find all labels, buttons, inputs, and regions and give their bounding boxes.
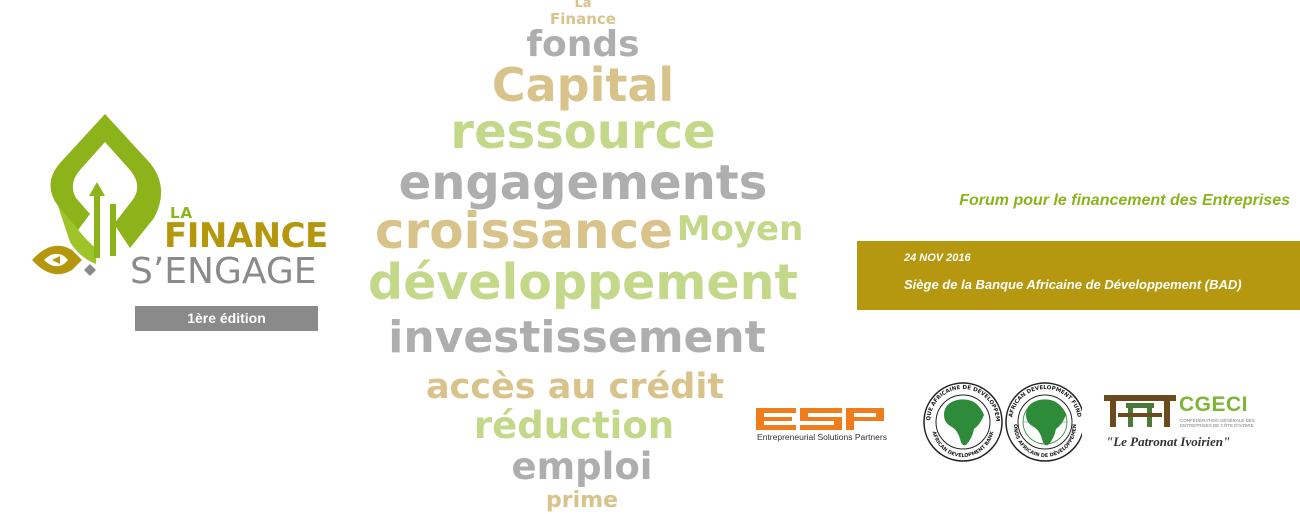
forum-title: Forum pour le financement des Entreprise…: [959, 192, 1290, 209]
la-finance-sengage-logo: LA FINANCE S’ENGAGE 1ère édition: [30, 108, 330, 338]
cgeci-slogan: "Le Patronat Ivoirien": [1106, 434, 1231, 449]
edition-badge: 1ère édition: [135, 306, 318, 331]
cloud-word-engagements: engagements: [398, 155, 768, 211]
esp-subtitle: Entrepreneurial Solutions Partners: [757, 432, 887, 442]
forum-venue: Siège de la Banque Africaine de Développ…: [904, 277, 1242, 292]
cloud-word-developpement: développement: [368, 254, 798, 311]
cgeci-emblem: [1104, 393, 1176, 429]
cloud-word-moyen: Moyen: [676, 209, 804, 249]
cloud-word-acces-credit: accès au crédit: [425, 367, 725, 407]
cloud-word-la: La: [574, 0, 592, 11]
cloud-word-ressource: ressource: [450, 104, 716, 160]
cgeci-emblem-icon: [1104, 395, 1176, 427]
esp-logo: [756, 407, 886, 431]
cloud-word-reduction: réduction: [473, 404, 675, 447]
logo-finance-text: FINANCE: [164, 216, 328, 256]
leaf-emblem-icon: [32, 114, 162, 276]
cgeci-name: CGECI: [1179, 393, 1249, 416]
cloud-word-prime: prime: [546, 488, 618, 513]
forum-info-box: [857, 241, 1300, 310]
afdb-seals: BANQUE AFRICAINE DE DÉVELOPPEMENT AFRICA…: [920, 377, 1085, 463]
forum-date: 24 NOV 2016: [904, 252, 971, 264]
esp-logo-icon: [756, 408, 884, 430]
cloud-word-capital: Capital: [491, 58, 675, 112]
cloud-word-fonds: fonds: [526, 24, 640, 65]
logo-la-text: LA: [170, 204, 194, 222]
cloud-word-investissement: investissement: [388, 312, 766, 363]
logo-sengage-text: S’ENGAGE: [130, 251, 317, 292]
cgeci-subtitle: CONFÉDÉRATION GÉNÉRALE DES ENTREPRISES D…: [1180, 418, 1255, 428]
cloud-word-croissance: croissance: [374, 202, 674, 260]
cloud-word-finance: Finance: [550, 10, 616, 28]
afdb-logo-icon: BANQUE AFRICAINE DE DÉVELOPPEMENT AFRICA…: [920, 377, 1085, 462]
cloud-word-emploi: emploi: [511, 445, 653, 488]
